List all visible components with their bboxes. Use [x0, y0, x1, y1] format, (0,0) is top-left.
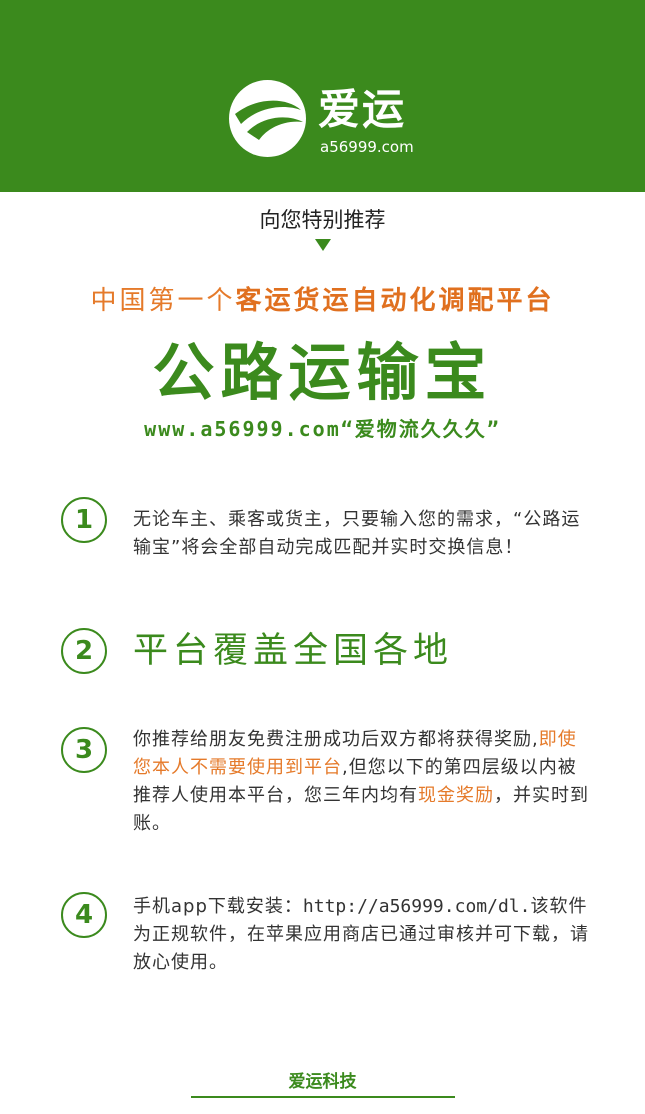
item-4-text: 手机app下载安装：http://a56999.com/dl.该软件为正规软件，…	[133, 893, 593, 977]
road-logo-icon	[229, 80, 306, 157]
recommend-heading: 向您特别推荐	[259, 208, 386, 232]
item-3-text-a: 你推荐给朋友免费注册成功后双方都将获得奖励,	[133, 729, 539, 750]
item-3-text-c: ,但您以下的第四层级以内被推荐人使用本平台，您三年内均有	[133, 757, 577, 806]
logo-name: 爱运	[318, 85, 407, 134]
header-banner: 爱运 a56999.com	[0, 0, 645, 192]
triangle-down-icon	[315, 239, 331, 251]
tagline-part1: 中国第一个	[90, 286, 236, 316]
item-3-highlight-2: 现金奖励	[418, 785, 494, 806]
item-1-text: 无论车主、乘客或货主，只要输入您的需求，“公路运输宝”将会全部自动完成匹配并实时…	[133, 509, 581, 558]
footer-company: 爱运科技	[288, 1072, 357, 1092]
item-3-highlight-1: 即使您本人不需要使用到平台	[133, 729, 577, 778]
item-4-text-c: 该软件为正规软件，在苹果应用商店已通过审核并可下载，请放心使用。	[133, 896, 589, 973]
logo-domain: a56999.com	[320, 138, 414, 156]
tagline-part2: 客运货运自动化调配平台	[235, 286, 555, 316]
platform-tagline: 中国第一个客运货运自动化调配平台	[0, 283, 645, 319]
item-4-text-a: 手机app下载安装：	[133, 896, 303, 917]
item-3-text-e: ，并实时到账。	[133, 785, 589, 834]
product-title: 公路运输宝	[152, 336, 493, 409]
item-2-number: 2	[61, 628, 107, 674]
item-4-number: 4	[61, 892, 107, 938]
download-link[interactable]: http://a56999.com/dl.	[302, 896, 531, 917]
item-2-text: 平台覆盖全国各地	[133, 631, 454, 671]
item-3-number: 3	[61, 727, 107, 773]
item-1-number: 1	[61, 497, 107, 543]
item-3-text: 你推荐给朋友免费注册成功后双方都将获得奖励,即使您本人不需要使用到平台,但您以下…	[133, 726, 593, 838]
url-slogan: www.a56999.com“爱物流久久久”	[144, 417, 501, 441]
footer-divider	[191, 1096, 455, 1098]
